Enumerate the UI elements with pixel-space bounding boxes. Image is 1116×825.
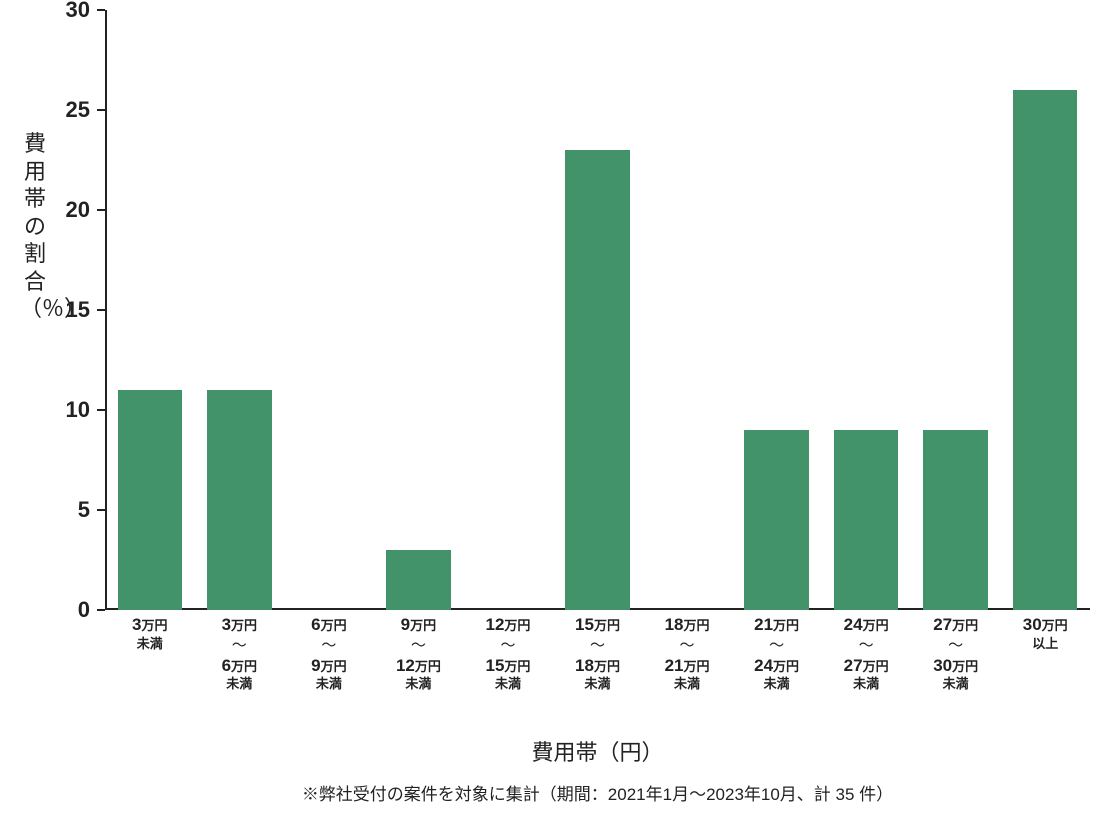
bar <box>386 550 450 610</box>
x-tick-label: 3万円〜6万円未満 <box>199 615 279 692</box>
y-tick-label: 10 <box>66 397 90 423</box>
x-tick-label: 27万円〜30万円未満 <box>916 615 996 692</box>
bar <box>744 430 808 610</box>
y-tick-mark <box>97 209 105 211</box>
x-tick-label: 30万円以上 <box>1005 615 1085 651</box>
x-tick-label: 3万円未満 <box>110 615 190 651</box>
y-tick-mark <box>97 9 105 11</box>
y-tick-mark <box>97 409 105 411</box>
y-tick-mark <box>97 509 105 511</box>
x-tick-label: 6万円〜9万円未満 <box>289 615 369 692</box>
x-tick-label: 12万円〜15万円未満 <box>468 615 548 692</box>
bar <box>565 150 629 610</box>
x-tick-label: 15万円〜18万円未満 <box>558 615 638 692</box>
y-tick-label: 30 <box>66 0 90 23</box>
bar <box>118 390 182 610</box>
x-tick-label: 18万円〜21万円未満 <box>647 615 727 692</box>
y-tick-mark <box>97 609 105 611</box>
x-tick-label: 24万円〜27万円未満 <box>826 615 906 692</box>
y-tick-label: 20 <box>66 197 90 223</box>
chart-container: 費用帯（円） 0510152025303万円未満3万円〜6万円未満6万円〜9万円… <box>105 10 1090 610</box>
y-tick-mark <box>97 109 105 111</box>
bar <box>207 390 271 610</box>
y-axis-label: 費 用 帯 の 割 合 （％） <box>20 130 50 323</box>
y-tick-label: 5 <box>78 497 90 523</box>
y-tick-mark <box>97 309 105 311</box>
bar <box>923 430 987 610</box>
x-tick-label: 21万円〜24万円未満 <box>737 615 817 692</box>
footnote: ※弊社受付の案件を対象に集計（期間：2021年1月～2023年10月、計 35 … <box>105 780 1090 805</box>
y-tick-label: 15 <box>66 297 90 323</box>
bar <box>834 430 898 610</box>
y-tick-label: 0 <box>78 597 90 623</box>
x-axis-title: 費用帯（円） <box>105 735 1090 767</box>
bar <box>1013 90 1077 610</box>
x-tick-label: 9万円〜12万円未満 <box>378 615 458 692</box>
y-tick-label: 25 <box>66 97 90 123</box>
